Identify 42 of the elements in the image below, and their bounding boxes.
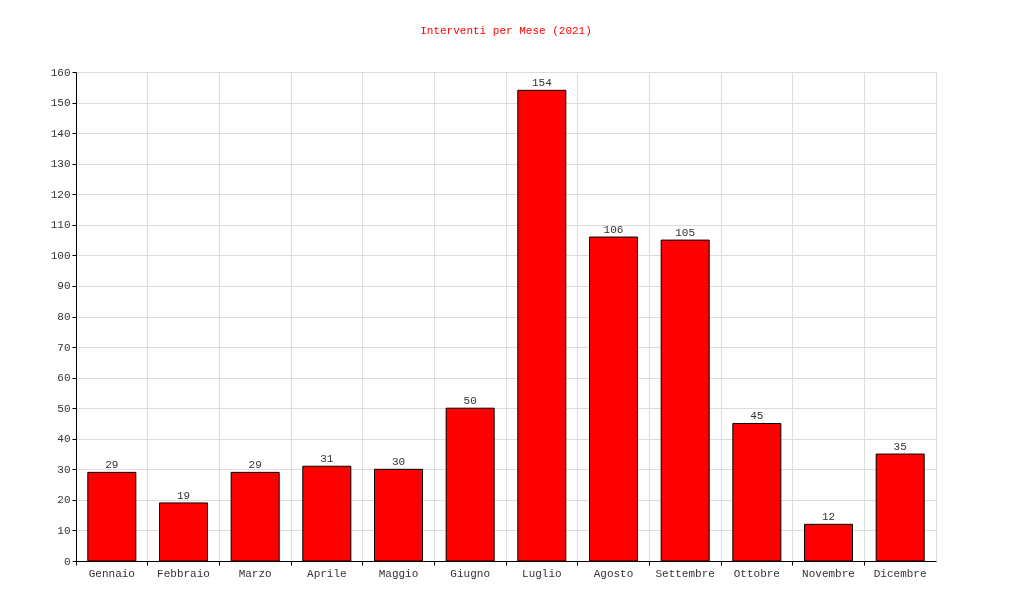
data-label: 19 (176, 489, 191, 502)
data-label: 29 (248, 459, 262, 472)
y-tick-label: 10 (57, 524, 71, 537)
x-tick-label: Luglio (522, 567, 562, 580)
y-tick-label: 30 (57, 463, 71, 476)
data-label: 45 (750, 410, 764, 423)
x-tick-label: Ottobre (733, 567, 780, 580)
data-label: 30 (391, 456, 406, 469)
x-tick-label: Giugno (450, 567, 490, 580)
y-tick-label: 120 (50, 188, 71, 201)
y-tick-label: 60 (57, 372, 71, 385)
x-tick-label: Novembre (802, 567, 855, 580)
x-tick-label: Gennaio (88, 567, 135, 580)
x-tick-label: Agosto (593, 567, 634, 580)
data-label: 106 (603, 224, 624, 237)
x-tick-label: Febbraio (157, 567, 210, 580)
x-tick-label: Aprile (307, 567, 347, 580)
y-tick-label: 110 (50, 219, 71, 232)
y-tick-label: 90 (57, 280, 71, 293)
y-tick-label: 100 (50, 249, 71, 262)
data-label: 35 (893, 441, 907, 454)
y-tick-label: 50 (57, 402, 71, 415)
y-tick-label: 160 (50, 66, 71, 79)
data-label: 29 (105, 459, 119, 472)
y-tick-label: 80 (57, 311, 71, 323)
data-label: 12 (821, 511, 836, 524)
y-tick-label: 140 (50, 127, 71, 140)
data-label: 50 (463, 395, 477, 408)
data-label: 105 (675, 227, 696, 240)
y-tick-label: 130 (50, 158, 71, 171)
y-tick-label: 20 (57, 494, 71, 507)
chart-title: Interventi per Mese (2021) (420, 25, 592, 37)
y-tick-label: 0 (63, 555, 71, 568)
y-tick-label: 40 (57, 433, 71, 446)
x-tick-label: Marzo (238, 567, 272, 580)
x-tick-label: Settembre (655, 567, 715, 580)
y-tick-label: 150 (50, 97, 71, 110)
x-tick-label: Maggio (378, 567, 419, 580)
data-label: 154 (531, 77, 553, 90)
x-tick-label: Dicembre (873, 567, 927, 580)
data-label: 31 (320, 453, 334, 466)
y-tick-label: 70 (57, 341, 71, 354)
